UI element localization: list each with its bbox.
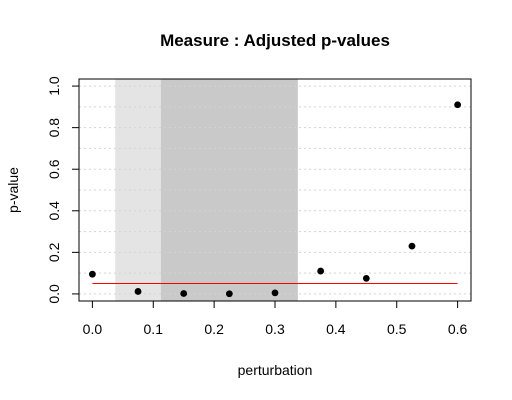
y-tick-label: 1.0 [46, 76, 62, 96]
x-tick-label: 0.3 [265, 321, 285, 337]
data-point [225, 290, 233, 298]
data-point [134, 288, 142, 295]
shaded-region-1 [115, 79, 161, 301]
data-point [317, 267, 325, 275]
y-tick-label: 0.0 [46, 284, 62, 304]
x-tick-label: 0.1 [144, 321, 164, 337]
data-point [88, 270, 96, 278]
x-tick-label: 0.0 [83, 321, 103, 337]
x-axis: 0.0 0.1 0.2 0.3 0.4 0.5 0.6 [83, 300, 468, 337]
y-tick-label: 0.6 [46, 159, 62, 179]
data-point [271, 289, 279, 297]
x-tick-label: 0.5 [387, 321, 407, 337]
data-point [454, 101, 462, 109]
x-tick-label: 0.6 [448, 321, 468, 337]
data-points [88, 101, 462, 298]
x-axis-label: perturbation [238, 362, 313, 378]
data-point [408, 242, 416, 250]
y-tick-label: 0.4 [46, 201, 62, 221]
grid-lines [79, 85, 471, 295]
x-tick-label: 0.2 [204, 321, 224, 337]
y-tick-label: 0.2 [46, 242, 62, 262]
chart-title: Measure : Adjusted p-values [160, 31, 390, 50]
x-tick-label: 0.4 [326, 321, 346, 337]
y-axis-label: p-value [5, 167, 21, 213]
y-axis: 0.0 0.2 0.4 0.6 0.8 1.0 [46, 76, 80, 304]
data-point [362, 274, 370, 282]
data-point [180, 290, 188, 297]
y-tick-label: 0.8 [46, 118, 62, 138]
